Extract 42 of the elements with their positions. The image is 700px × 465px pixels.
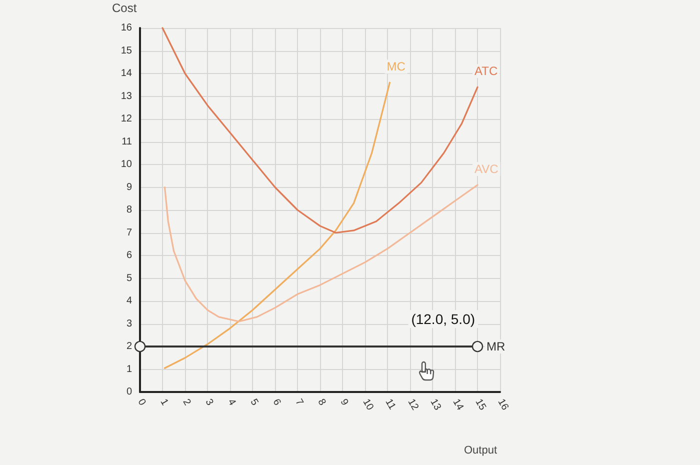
x-tick-label: 10 <box>360 397 376 413</box>
x-tick-label: 1 <box>158 397 170 408</box>
y-tick-label: 15 <box>120 45 132 56</box>
x-tick-label: 2 <box>180 397 193 408</box>
x-tick-label: 16 <box>495 397 511 413</box>
series-label: MC <box>386 60 406 74</box>
y-tick-label: 3 <box>126 318 132 330</box>
y-tick-label: 4 <box>126 296 132 306</box>
x-axis-title: Output <box>464 444 498 456</box>
series-label: MR <box>486 340 506 354</box>
y-tick-label: 6 <box>126 250 132 261</box>
x-tick-label: 3 <box>202 397 216 408</box>
x-tick-label: 11 <box>382 397 398 412</box>
y-tick-label: 5 <box>126 272 132 284</box>
series-label: AVC <box>474 162 499 176</box>
x-tick-label: 7 <box>292 397 306 408</box>
x-tick-label: 13 <box>428 397 444 413</box>
x-tick-label: 9 <box>338 397 350 408</box>
y-tick-label: 0 <box>126 386 132 398</box>
y-axis-title: Cost <box>112 1 138 15</box>
x-tick-label: 14 <box>450 397 466 413</box>
x-tick-label: 15 <box>472 397 488 413</box>
y-tick-label: 10 <box>120 159 132 170</box>
y-tick-label: 1 <box>126 364 132 375</box>
x-tick-label: 8 <box>315 397 328 408</box>
x-tick-label: 4 <box>225 397 238 408</box>
y-tick-label: 8 <box>126 204 132 216</box>
x-tick-label: 5 <box>248 397 260 408</box>
y-tick-label: 9 <box>126 182 132 193</box>
line-series <box>164 82 391 369</box>
y-tick-label: 16 <box>120 22 132 34</box>
x-tick-label: 6 <box>270 397 283 408</box>
series-label: ATC <box>474 64 498 78</box>
y-tick-label: 2 <box>126 341 132 352</box>
x-tick-label: 12 <box>405 397 421 413</box>
y-tick-label: 12 <box>120 114 132 124</box>
x-tick-label: 0 <box>135 397 148 408</box>
annotation: (12.0, 5.0) <box>411 311 476 328</box>
y-tick-label: 7 <box>126 227 132 238</box>
y-tick-label: 14 <box>120 68 132 79</box>
y-tick-label: 13 <box>120 90 132 102</box>
y-tick-label: 11 <box>122 136 132 148</box>
